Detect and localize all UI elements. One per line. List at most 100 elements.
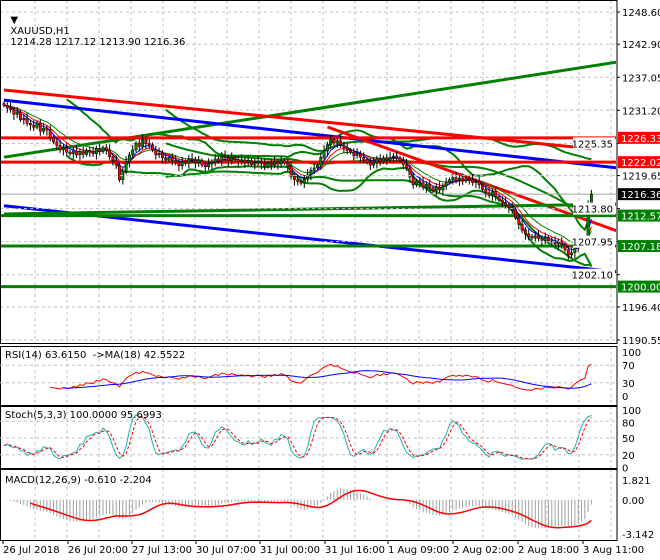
candle	[58, 145, 62, 151]
candle	[32, 124, 36, 128]
bollinger-middle-line	[165, 142, 592, 213]
blue-upper-channel	[3, 98, 616, 170]
price-badge	[618, 280, 660, 293]
candle	[104, 147, 108, 151]
candle	[52, 137, 55, 143]
candle	[527, 233, 531, 237]
candle	[418, 180, 422, 183]
candle	[349, 150, 352, 153]
price-tick-label: 1196.40	[622, 303, 660, 314]
candle	[157, 153, 161, 156]
time-tick-label: 30 Jul 07:00	[196, 545, 256, 556]
candle	[213, 158, 217, 163]
time-tick-label: 26 Jul 20:00	[68, 545, 128, 556]
candle	[441, 185, 445, 191]
price-badge	[618, 209, 660, 222]
candle	[547, 237, 550, 242]
candle	[434, 186, 438, 191]
price-badge-label: 1200.00	[621, 283, 660, 294]
candle	[490, 191, 494, 196]
candle	[187, 158, 191, 164]
time-tick-label: 26 Jul 2018	[3, 545, 60, 556]
candle	[431, 187, 435, 191]
price-tick-label: 1190.55	[622, 336, 660, 347]
price-tick-label: 1202.10	[572, 271, 613, 282]
candle	[517, 217, 521, 225]
stoch-tick-label: 50	[622, 434, 635, 445]
candle	[500, 199, 504, 203]
candle	[560, 241, 564, 246]
price-tick-label-backing	[573, 268, 615, 281]
price-badge	[618, 156, 660, 169]
candle	[411, 176, 415, 186]
collapse-triangle-icon[interactable]: ▼	[10, 15, 19, 26]
candle	[292, 176, 296, 181]
price-tick-label: 1248.60	[622, 8, 660, 19]
candle	[81, 151, 85, 155]
stoch-label: Stoch(5,3,3) 100.0000 95.6993	[5, 410, 162, 421]
candle	[71, 150, 75, 155]
candle	[296, 179, 300, 182]
candle	[391, 155, 395, 158]
candle	[223, 155, 227, 159]
candle	[220, 155, 224, 162]
candle	[497, 196, 501, 201]
candle	[207, 163, 211, 168]
rsi-tick-label: 30	[622, 379, 635, 390]
candle	[240, 159, 244, 162]
candle	[273, 161, 277, 166]
candle	[184, 161, 187, 164]
candle	[25, 117, 29, 124]
candle	[306, 174, 310, 180]
candle	[217, 158, 220, 162]
rsi-tick-label: 100	[622, 348, 641, 359]
candle	[131, 149, 135, 156]
bollinger-band-line	[66, 154, 593, 267]
candle	[372, 162, 376, 166]
candle	[401, 160, 405, 165]
candle	[556, 241, 560, 244]
candle	[302, 178, 306, 184]
candle	[543, 237, 547, 241]
candle	[279, 160, 283, 165]
candle	[365, 159, 369, 163]
symbol-label: XAUUSD,H1	[10, 26, 70, 37]
candle	[45, 128, 49, 131]
candle	[421, 182, 425, 188]
candle	[154, 149, 158, 156]
candle	[170, 156, 174, 161]
candle	[246, 160, 250, 163]
candle	[289, 166, 293, 177]
candle	[22, 117, 26, 121]
macd-tick-label: 1.821	[622, 476, 651, 487]
candle	[484, 189, 488, 194]
price-tick-label: 1242.90	[622, 40, 660, 51]
candle	[210, 162, 214, 165]
macd-signal-line	[30, 489, 592, 529]
ohlc-readout: 1214.28 1217.12 1213.90 1216.36	[10, 37, 186, 48]
candle	[573, 247, 577, 253]
candle	[329, 139, 333, 146]
candle	[190, 158, 194, 161]
candle	[444, 182, 448, 187]
bollinger-band-line	[165, 108, 592, 161]
price-tick-label: 1219.65	[622, 172, 660, 183]
candle	[226, 157, 230, 161]
candle	[2, 103, 6, 106]
rsi-tick-label: 70	[622, 361, 635, 372]
candle	[563, 244, 567, 251]
candle	[118, 164, 121, 181]
candle	[236, 159, 240, 162]
time-tick-label: 27 Jul 13:00	[132, 545, 192, 556]
candle	[203, 164, 207, 168]
candle	[35, 123, 39, 128]
candle	[55, 141, 59, 146]
candle	[134, 142, 138, 151]
candle	[540, 238, 544, 241]
price-tick-label-backing	[573, 137, 615, 150]
candle	[461, 177, 465, 182]
panel-frame	[0, 469, 618, 541]
price-badge-label: 1226.33	[621, 134, 660, 145]
candle	[405, 164, 409, 169]
